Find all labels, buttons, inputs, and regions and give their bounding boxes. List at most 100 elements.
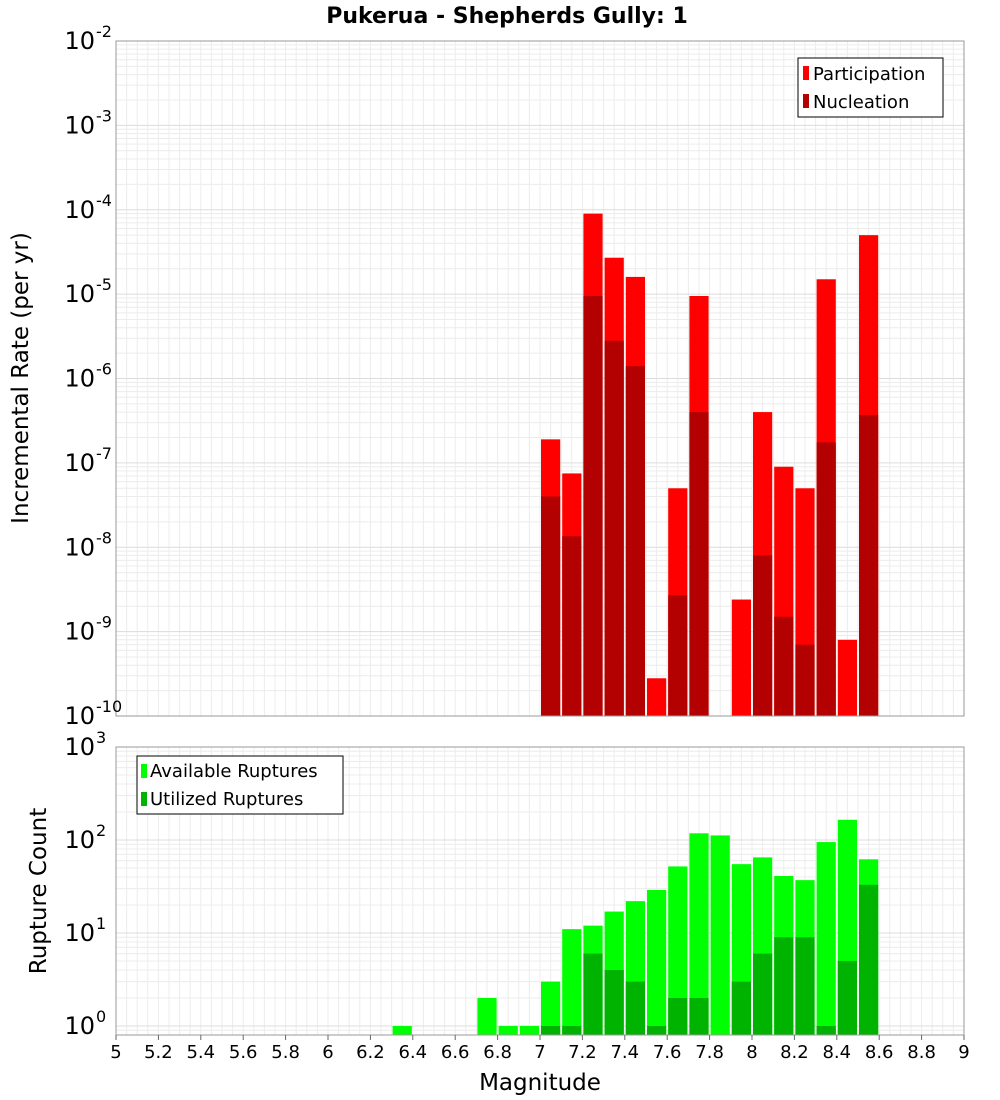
x-tick-label: 8.4 [822, 1042, 851, 1063]
y-tick-label: 10 [64, 365, 95, 393]
available-ruptures-bar [519, 1025, 539, 1035]
count-legend: Available Ruptures Utilized Ruptures [136, 755, 344, 815]
y-tick-exponent: -9 [96, 613, 112, 632]
legend-label-available: Available Ruptures [150, 761, 318, 782]
x-tick-label: 7.2 [568, 1042, 597, 1063]
available-ruptures-bar [816, 842, 836, 1035]
available-ruptures-bar [689, 833, 709, 1035]
nucleation-bar [604, 340, 624, 716]
x-tick-label: 6.8 [483, 1042, 512, 1063]
utilized-ruptures-bar [562, 1025, 582, 1035]
x-tick-label: 6 [322, 1042, 333, 1063]
x-tick-label: 5.8 [271, 1042, 300, 1063]
y-tick-exponent: -2 [96, 22, 112, 41]
nucleation-bar [625, 366, 645, 716]
utilized-ruptures-bar [816, 1025, 836, 1035]
x-tick-label: 5.6 [229, 1042, 258, 1063]
legend-label-utilized: Utilized Ruptures [150, 789, 303, 810]
y-tick-label: 10 [64, 733, 95, 761]
utilized-ruptures-bar [795, 937, 815, 1035]
y-tick-label: 10 [64, 111, 95, 139]
available-ruptures-bar [392, 1025, 412, 1035]
nucleation-bar [689, 412, 709, 716]
utilized-ruptures-bar [731, 981, 751, 1035]
nucleation-bar [795, 644, 815, 716]
utilized-bars [541, 884, 879, 1035]
participation-bar [647, 678, 667, 716]
y-tick-exponent: 1 [96, 914, 106, 933]
y-tick-exponent: 3 [96, 728, 106, 747]
nucleation-bar [753, 555, 773, 716]
y-tick-label: 10 [64, 919, 95, 947]
participation-bar [837, 639, 857, 716]
available-ruptures-bar [668, 866, 688, 1035]
nucleation-bar [859, 414, 879, 716]
y-tick-exponent: -7 [96, 444, 112, 463]
utilized-ruptures-bar [583, 953, 603, 1035]
x-tick-label: 6.6 [441, 1042, 470, 1063]
x-tick-label: 6.4 [398, 1042, 427, 1063]
available-ruptures-bar [562, 929, 582, 1035]
x-tick-label: 9 [958, 1042, 969, 1063]
utilized-ruptures-bar [774, 937, 794, 1035]
y-tick-exponent: 2 [96, 821, 106, 840]
count-x-ticks: 5 5.2 5.4 5.6 5.8 6 6.2 6.4 6.6 6.8 7 7.2 7.4 7.6 7.8 8… [110, 1035, 970, 1063]
nucleation-bars [541, 296, 879, 716]
utilized-ruptures-bar [837, 960, 857, 1035]
y-tick-exponent: -4 [96, 191, 112, 210]
y-tick-label: 10 [64, 1012, 95, 1040]
x-tick-label: 7.4 [610, 1042, 639, 1063]
y-tick-exponent: -3 [96, 106, 112, 125]
x-tick-label: 5.2 [144, 1042, 173, 1063]
utilized-ruptures-bar [541, 1025, 561, 1035]
y-tick-exponent: -6 [96, 360, 112, 379]
rate-grid [115, 41, 965, 717]
utilized-ruptures-bar [647, 1025, 667, 1035]
y-tick-exponent: -5 [96, 275, 112, 294]
x-tick-label: 7.6 [653, 1042, 682, 1063]
x-tick-label: 5.4 [186, 1042, 215, 1063]
y-tick-exponent: 0 [96, 1007, 106, 1026]
x-tick-label: 5 [110, 1042, 121, 1063]
participation-bar [731, 599, 751, 716]
rate-y-axis-label: Incremental Rate (per yr) [8, 232, 34, 524]
legend-swatch-nucleation [803, 94, 809, 108]
nucleation-bar [774, 616, 794, 716]
y-tick-exponent: -10 [96, 697, 122, 716]
nucleation-bar [541, 496, 561, 716]
y-tick-label: 10 [64, 702, 95, 730]
y-tick-label: 10 [64, 449, 95, 477]
x-tick-label: 8.2 [780, 1042, 809, 1063]
nucleation-bar [816, 442, 836, 716]
y-tick-label: 10 [64, 533, 95, 561]
x-tick-label: 7.8 [695, 1042, 724, 1063]
legend-swatch-utilized [141, 792, 147, 806]
x-tick-label: 8.6 [865, 1042, 894, 1063]
rate-legend-box [797, 57, 944, 118]
available-ruptures-bar [541, 981, 561, 1035]
count-y-axis-label: Rupture Count [26, 808, 52, 974]
utilized-ruptures-bar [668, 997, 688, 1035]
y-tick-label: 10 [64, 826, 95, 854]
count-legend-box [136, 755, 344, 815]
rate-legend: Participation Nucleation [797, 57, 944, 118]
y-tick-exponent: -8 [96, 528, 112, 547]
utilized-ruptures-bar [859, 884, 879, 1035]
nucleation-bar [562, 536, 582, 716]
y-tick-label: 10 [64, 196, 95, 224]
y-tick-label: 10 [64, 618, 95, 646]
rate-plot-border [115, 40, 965, 717]
x-tick-label: 8 [746, 1042, 757, 1063]
legend-swatch-available [141, 764, 147, 778]
available-ruptures-bar [710, 835, 730, 1035]
available-ruptures-bar [647, 889, 667, 1035]
utilized-ruptures-bar [625, 981, 645, 1035]
available-ruptures-bar [477, 997, 497, 1035]
legend-label-nucleation: Nucleation [813, 92, 909, 113]
x-tick-label: 8.8 [907, 1042, 936, 1063]
